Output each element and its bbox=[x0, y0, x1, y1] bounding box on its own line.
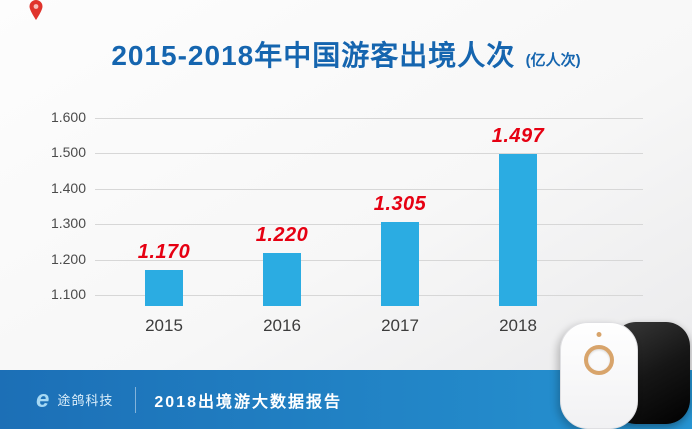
device-image bbox=[560, 317, 690, 429]
y-axis-tick-label: 1.500 bbox=[50, 144, 86, 161]
x-axis-tick-label: 2015 bbox=[145, 316, 183, 335]
bar-value-label: 1.305 bbox=[373, 193, 427, 216]
brand-name: 途鸽科技 bbox=[57, 393, 114, 408]
brand-logo: e 途鸽科技 bbox=[36, 385, 114, 413]
chart-title: 2015-2018年中国游客出境人次 (亿人次) bbox=[0, 34, 692, 74]
gridline bbox=[95, 259, 643, 261]
y-axis-tick-label: 1.400 bbox=[50, 179, 86, 196]
white-device bbox=[560, 322, 638, 429]
bar-value-label: 1.170 bbox=[137, 241, 191, 264]
bar-value-label: 1.220 bbox=[255, 223, 309, 246]
device-button bbox=[596, 332, 602, 337]
y-axis-tick-label: 1.600 bbox=[50, 109, 86, 125]
pin-icon bbox=[27, 0, 45, 21]
gridline bbox=[95, 118, 643, 119]
chart-title-text: 2015-2018年中国游客出境人次 bbox=[111, 40, 516, 71]
y-axis-tick-label: 1.100 bbox=[50, 286, 86, 302]
bar-value-label: 1.497 bbox=[491, 125, 545, 148]
y-axis-tick-label: 1.200 bbox=[50, 250, 86, 267]
y-axis-tick-label: 1.300 bbox=[50, 215, 86, 232]
bar bbox=[145, 270, 183, 306]
bar bbox=[263, 252, 301, 306]
chart-title-unit: (亿人次) bbox=[525, 52, 581, 69]
footer-divider bbox=[135, 386, 137, 413]
gridline bbox=[95, 153, 643, 155]
gridline bbox=[95, 295, 643, 296]
x-axis-tick-label: 2018 bbox=[499, 316, 537, 335]
bar bbox=[381, 222, 419, 306]
report-title: 2018出境游大数据报告 bbox=[154, 393, 342, 411]
bar bbox=[499, 154, 537, 306]
tugee-logo-icon: e bbox=[36, 385, 50, 413]
gridline bbox=[95, 224, 643, 226]
device-ring bbox=[584, 345, 614, 375]
gridline bbox=[95, 188, 643, 190]
x-axis-tick-label: 2017 bbox=[381, 316, 419, 335]
x-axis-tick-label: 2016 bbox=[263, 316, 301, 335]
